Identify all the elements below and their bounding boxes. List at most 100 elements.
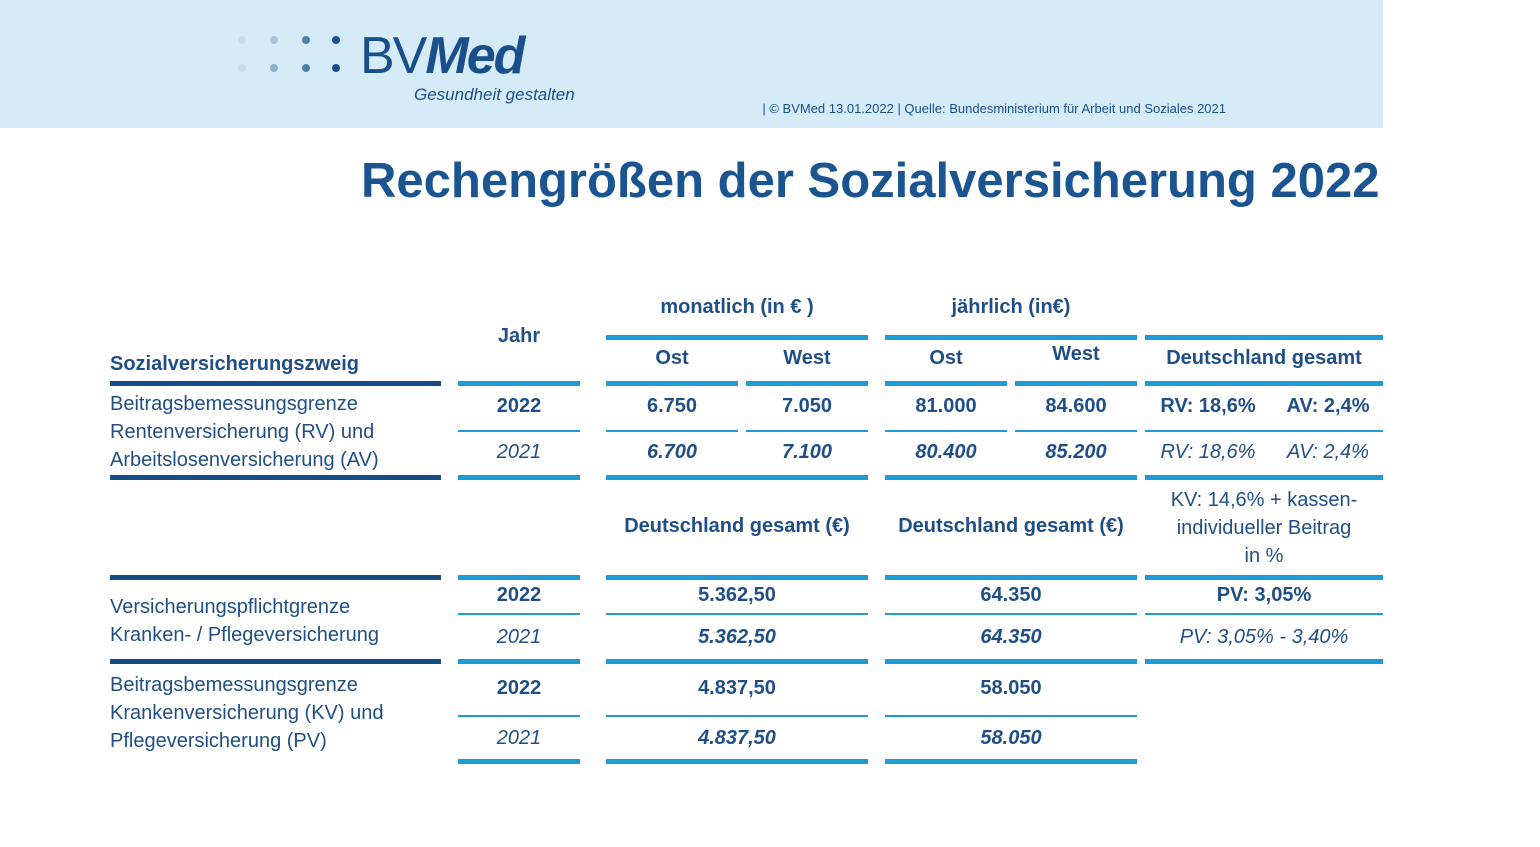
rule: [1145, 381, 1383, 386]
rule: [606, 715, 868, 717]
cell-year: 2021: [496, 626, 542, 648]
rule: [606, 759, 868, 764]
rule: [746, 430, 868, 432]
rule: [458, 575, 580, 580]
cell-av-rate: AV: 2,4%: [1286, 395, 1370, 417]
kv-rate-note: KV: 14,6% + kassen- individueller Beitra…: [1145, 486, 1383, 570]
rule: [458, 430, 580, 432]
cell-yearly-total: 64.350: [980, 584, 1042, 606]
cell-monthly-ost: 6.700: [646, 441, 698, 463]
rule: [746, 381, 868, 386]
header-yearly: jährlich (in€): [951, 296, 1071, 318]
cell-year: 2021: [496, 727, 542, 749]
section-label: Versicherungspflichtgrenze Kranken- / Pf…: [110, 593, 379, 649]
kv-rate-line: KV: 14,6% + kassen-: [1170, 489, 1358, 511]
cell-yearly-total: 58.050: [980, 677, 1042, 699]
header-monthly: monatlich (in € ): [660, 296, 814, 318]
section-label: Beitragsbemessungsgrenze Rentenversicher…: [110, 390, 379, 474]
kv-rate-line: individueller Beitrag: [1176, 517, 1352, 539]
label-line: Versicherungspflichtgrenze: [110, 596, 351, 618]
cell-rv-rate: RV: 18,6%: [1160, 395, 1256, 417]
rule: [606, 659, 868, 664]
rule: [1145, 613, 1383, 615]
header-monthly-west: West: [783, 347, 831, 369]
cell-monthly-total: 4.837,50: [698, 727, 776, 749]
cell-av-rate: AV: 2,4%: [1287, 441, 1369, 463]
section-label: Beitragsbemessungsgrenze Krankenversiche…: [110, 671, 383, 755]
rule: [110, 575, 441, 580]
rule: [458, 613, 580, 615]
rule: [606, 430, 738, 432]
header-year: Jahr: [497, 325, 541, 347]
cell-monthly-total: 4.837,50: [698, 677, 776, 699]
rule: [885, 575, 1137, 580]
rule: [885, 759, 1137, 764]
rule: [885, 613, 1137, 615]
cell-year: 2022: [496, 677, 542, 699]
rule: [458, 381, 580, 386]
label-line: Kranken- / Pflegeversicherung: [110, 624, 380, 646]
rule: [606, 575, 868, 580]
rule: [1145, 430, 1383, 432]
cell-yearly-west: 85.200: [1045, 441, 1107, 463]
header-branch: Sozialversicherungszweig: [110, 353, 359, 375]
rule: [110, 381, 441, 386]
cell-monthly-west: 7.050: [781, 395, 833, 417]
rule: [885, 659, 1137, 664]
cell-pv-rate: PV: 3,05%: [1216, 584, 1312, 606]
page-title: Rechengrößen der Sozialversicherung 2022: [361, 154, 1380, 208]
cell-yearly-ost: 81.000: [915, 395, 977, 417]
logo-tagline: Gesundheit gestalten: [414, 85, 575, 104]
cell-yearly-total: 58.050: [980, 727, 1042, 749]
header-yearly-west: West: [1052, 343, 1100, 365]
cell-year: 2021: [496, 441, 542, 463]
cell-yearly-total: 64.350: [980, 626, 1042, 648]
cell-year: 2022: [496, 584, 542, 606]
cell-year: 2022: [496, 395, 542, 417]
cell-monthly-total: 5.362,50: [698, 626, 776, 648]
rule: [1145, 475, 1383, 480]
kv-rate-line: in %: [1244, 545, 1284, 567]
cell-monthly-west: 7.100: [781, 441, 833, 463]
rule: [458, 759, 580, 764]
rule: [110, 475, 441, 480]
cell-rv-rate: RV: 18,6%: [1160, 441, 1256, 463]
rule: [606, 613, 868, 615]
logo-med: Med: [425, 27, 525, 85]
rule: [458, 475, 580, 480]
rule: [606, 475, 868, 480]
cell-pv-rate: PV: 3,05% - 3,40%: [1179, 626, 1349, 648]
cell-yearly-ost: 80.400: [915, 441, 977, 463]
rule: [1145, 575, 1383, 580]
rule: [606, 381, 738, 386]
header-banner: BVMed Gesundheit gestalten | © BVMed 13.…: [0, 0, 1383, 128]
rule: [1015, 381, 1137, 386]
bvmed-logo: BVMed: [360, 27, 525, 85]
rule: [1015, 430, 1137, 432]
label-line: Rentenversicherung (RV) und: [110, 421, 375, 443]
cell-monthly-total: 5.362,50: [698, 584, 776, 606]
rule: [1145, 335, 1383, 340]
rule: [885, 335, 1137, 340]
logo-bv: BV: [360, 27, 427, 85]
source-note: | © BVMed 13.01.2022 | Quelle: Bundesmin…: [762, 101, 1226, 116]
rule: [110, 659, 441, 664]
rule: [458, 659, 580, 664]
label-line: Beitragsbemessungsgrenze: [110, 674, 358, 696]
rule: [885, 381, 1007, 386]
rule: [885, 475, 1137, 480]
label-line: Arbeitslosenversicherung (AV): [110, 449, 379, 471]
label-line: Krankenversicherung (KV) und: [110, 702, 384, 724]
rule: [606, 335, 868, 340]
header-monthly-ost: Ost: [655, 347, 689, 369]
subheader-yearly-total: Deutschland gesamt (€): [898, 515, 1124, 537]
rule: [458, 715, 580, 717]
subheader-monthly-total: Deutschland gesamt (€): [624, 515, 850, 537]
rule: [885, 430, 1007, 432]
label-line: Pflegeversicherung (PV): [110, 730, 327, 752]
rule: [1145, 659, 1383, 664]
header-total: Deutschland gesamt: [1166, 347, 1362, 369]
label-line: Beitragsbemessungsgrenze: [110, 393, 358, 415]
cell-monthly-ost: 6.750: [646, 395, 698, 417]
header-yearly-ost: Ost: [929, 347, 963, 369]
